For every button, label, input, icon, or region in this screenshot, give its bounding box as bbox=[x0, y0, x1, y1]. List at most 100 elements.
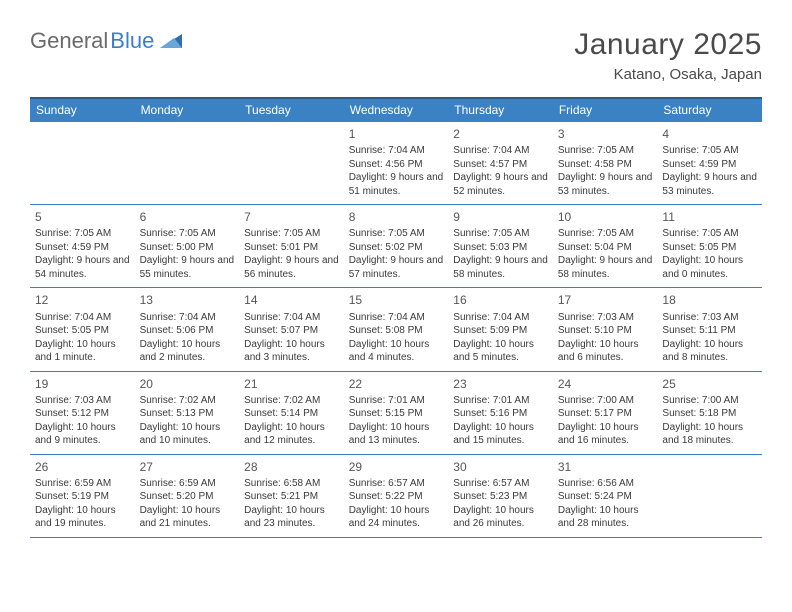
sunrise-line: Sunrise: 7:00 AM bbox=[558, 394, 653, 408]
calendar-cell: 5 Sunrise: 7:05 AMSunset: 4:59 PMDaylight… bbox=[30, 205, 135, 287]
sunrise-line: Sunrise: 6:59 AM bbox=[35, 477, 130, 491]
day-header-fri: Friday bbox=[553, 99, 658, 122]
calendar-cell: 22Sunrise: 7:01 AMSunset: 5:15 PMDayligh… bbox=[344, 372, 449, 454]
calendar-cell: 20 Sunrise: 7:02 AMSunset: 5:13 PMDayligh… bbox=[135, 372, 240, 454]
calendar-cell: 7Sunrise: 7:05 AMSunset: 5:01 PMDaylight… bbox=[239, 205, 344, 287]
daylight-line: Daylight: 9 hours and 54 minutes. bbox=[35, 254, 130, 281]
sunset-line: Sunset: 5:16 PM bbox=[453, 407, 548, 421]
sunrise-line: Sunrise: 7:04 AM bbox=[244, 311, 339, 325]
day-number: 5 bbox=[35, 209, 130, 225]
day-number: 1 bbox=[349, 126, 444, 142]
sunrise-line: Sunrise: 7:05 AM bbox=[244, 227, 339, 241]
day-number: 21 bbox=[244, 376, 339, 392]
sunset-line: Sunset: 5:19 PM bbox=[35, 490, 130, 504]
sunset-line: Sunset: 5:08 PM bbox=[349, 324, 444, 338]
sunset-line: Sunset: 5:06 PM bbox=[140, 324, 235, 338]
day-number: 16 bbox=[453, 292, 548, 308]
calendar-cell: 10Sunrise: 7:05 AMSunset: 5:04 PMDayligh… bbox=[553, 205, 658, 287]
page-header: GeneralBlue January 2025 Katano, Osaka, … bbox=[30, 28, 762, 83]
daylight-line: Daylight: 10 hours and 19 minutes. bbox=[35, 504, 130, 531]
daylight-line: Daylight: 10 hours and 16 minutes. bbox=[558, 421, 653, 448]
title-block: January 2025 Katano, Osaka, Japan bbox=[574, 28, 762, 83]
calendar-week: 1Sunrise: 7:04 AMSunset: 4:56 PMDaylight… bbox=[30, 122, 762, 205]
day-number: 9 bbox=[453, 209, 548, 225]
calendar-cell: 31Sunrise: 6:56 AMSunset: 5:24 PMDayligh… bbox=[553, 455, 658, 537]
daylight-line: Daylight: 10 hours and 10 minutes. bbox=[140, 421, 235, 448]
sunset-line: Sunset: 5:12 PM bbox=[35, 407, 130, 421]
daylight-line: Daylight: 10 hours and 8 minutes. bbox=[662, 338, 757, 365]
sunrise-line: Sunrise: 7:04 AM bbox=[349, 144, 444, 158]
sunset-line: Sunset: 5:05 PM bbox=[662, 241, 757, 255]
day-number: 22 bbox=[349, 376, 444, 392]
sunrise-line: Sunrise: 7:02 AM bbox=[140, 394, 235, 408]
daylight-line: Daylight: 10 hours and 1 minute. bbox=[35, 338, 130, 365]
calendar-cell: 28Sunrise: 6:58 AMSunset: 5:21 PMDayligh… bbox=[239, 455, 344, 537]
sunrise-line: Sunrise: 7:05 AM bbox=[558, 227, 653, 241]
day-number: 30 bbox=[453, 459, 548, 475]
calendar-cell-empty bbox=[30, 122, 135, 204]
sunrise-line: Sunrise: 7:04 AM bbox=[35, 311, 130, 325]
daylight-line: Daylight: 10 hours and 15 minutes. bbox=[453, 421, 548, 448]
day-number: 28 bbox=[244, 459, 339, 475]
sunrise-line: Sunrise: 7:05 AM bbox=[349, 227, 444, 241]
day-header-wed: Wednesday bbox=[344, 99, 449, 122]
daylight-line: Daylight: 9 hours and 52 minutes. bbox=[453, 171, 548, 198]
day-number: 24 bbox=[558, 376, 653, 392]
day-number: 2 bbox=[453, 126, 548, 142]
daylight-line: Daylight: 9 hours and 57 minutes. bbox=[349, 254, 444, 281]
sunset-line: Sunset: 4:59 PM bbox=[35, 241, 130, 255]
sunset-line: Sunset: 5:05 PM bbox=[35, 324, 130, 338]
day-header-tue: Tuesday bbox=[239, 99, 344, 122]
daylight-line: Daylight: 10 hours and 9 minutes. bbox=[35, 421, 130, 448]
calendar-grid: Sunday Monday Tuesday Wednesday Thursday… bbox=[30, 97, 762, 538]
day-header-sat: Saturday bbox=[657, 99, 762, 122]
calendar-cell: 21Sunrise: 7:02 AMSunset: 5:14 PMDayligh… bbox=[239, 372, 344, 454]
calendar-cell: 18Sunrise: 7:03 AMSunset: 5:11 PMDayligh… bbox=[657, 288, 762, 370]
weeks-container: 1Sunrise: 7:04 AMSunset: 4:56 PMDaylight… bbox=[30, 122, 762, 538]
daylight-line: Daylight: 9 hours and 55 minutes. bbox=[140, 254, 235, 281]
day-number: 20 bbox=[140, 376, 235, 392]
daylight-line: Daylight: 10 hours and 23 minutes. bbox=[244, 504, 339, 531]
calendar-cell: 6Sunrise: 7:05 AMSunset: 5:00 PMDaylight… bbox=[135, 205, 240, 287]
day-number: 13 bbox=[140, 292, 235, 308]
day-number: 4 bbox=[662, 126, 757, 142]
day-number: 27 bbox=[140, 459, 235, 475]
sunset-line: Sunset: 5:04 PM bbox=[558, 241, 653, 255]
daylight-line: Daylight: 10 hours and 3 minutes. bbox=[244, 338, 339, 365]
sunset-line: Sunset: 5:20 PM bbox=[140, 490, 235, 504]
sunrise-line: Sunrise: 7:05 AM bbox=[35, 227, 130, 241]
calendar-week: 26Sunrise: 6:59 AMSunset: 5:19 PMDayligh… bbox=[30, 455, 762, 538]
sunset-line: Sunset: 5:13 PM bbox=[140, 407, 235, 421]
sunrise-line: Sunrise: 7:00 AM bbox=[662, 394, 757, 408]
sunrise-line: Sunrise: 7:03 AM bbox=[662, 311, 757, 325]
sunrise-line: Sunrise: 7:01 AM bbox=[453, 394, 548, 408]
day-number: 11 bbox=[662, 209, 757, 225]
sunset-line: Sunset: 5:10 PM bbox=[558, 324, 653, 338]
sunrise-line: Sunrise: 6:59 AM bbox=[140, 477, 235, 491]
calendar-cell: 8Sunrise: 7:05 AMSunset: 5:02 PMDaylight… bbox=[344, 205, 449, 287]
daylight-line: Daylight: 9 hours and 53 minutes. bbox=[558, 171, 653, 198]
sunset-line: Sunset: 5:02 PM bbox=[349, 241, 444, 255]
sunset-line: Sunset: 5:03 PM bbox=[453, 241, 548, 255]
calendar-cell: 25Sunrise: 7:00 AMSunset: 5:18 PMDayligh… bbox=[657, 372, 762, 454]
daylight-line: Daylight: 10 hours and 18 minutes. bbox=[662, 421, 757, 448]
calendar-cell: 15Sunrise: 7:04 AMSunset: 5:08 PMDayligh… bbox=[344, 288, 449, 370]
logo: GeneralBlue bbox=[30, 28, 184, 54]
daylight-line: Daylight: 9 hours and 58 minutes. bbox=[558, 254, 653, 281]
logo-text-general: General bbox=[30, 28, 108, 54]
day-header-mon: Monday bbox=[135, 99, 240, 122]
daylight-line: Daylight: 10 hours and 12 minutes. bbox=[244, 421, 339, 448]
sunset-line: Sunset: 4:56 PM bbox=[349, 158, 444, 172]
calendar-cell: 4Sunrise: 7:05 AMSunset: 4:59 PMDaylight… bbox=[657, 122, 762, 204]
daylight-line: Daylight: 10 hours and 2 minutes. bbox=[140, 338, 235, 365]
sunset-line: Sunset: 4:58 PM bbox=[558, 158, 653, 172]
calendar-cell: 30Sunrise: 6:57 AMSunset: 5:23 PMDayligh… bbox=[448, 455, 553, 537]
daylight-line: Daylight: 9 hours and 51 minutes. bbox=[349, 171, 444, 198]
calendar-cell: 29Sunrise: 6:57 AMSunset: 5:22 PMDayligh… bbox=[344, 455, 449, 537]
sunset-line: Sunset: 5:01 PM bbox=[244, 241, 339, 255]
daylight-line: Daylight: 9 hours and 58 minutes. bbox=[453, 254, 548, 281]
sunset-line: Sunset: 5:11 PM bbox=[662, 324, 757, 338]
calendar-week: 12Sunrise: 7:04 AMSunset: 5:05 PMDayligh… bbox=[30, 288, 762, 371]
daylight-line: Daylight: 9 hours and 56 minutes. bbox=[244, 254, 339, 281]
calendar-cell: 17Sunrise: 7:03 AMSunset: 5:10 PMDayligh… bbox=[553, 288, 658, 370]
